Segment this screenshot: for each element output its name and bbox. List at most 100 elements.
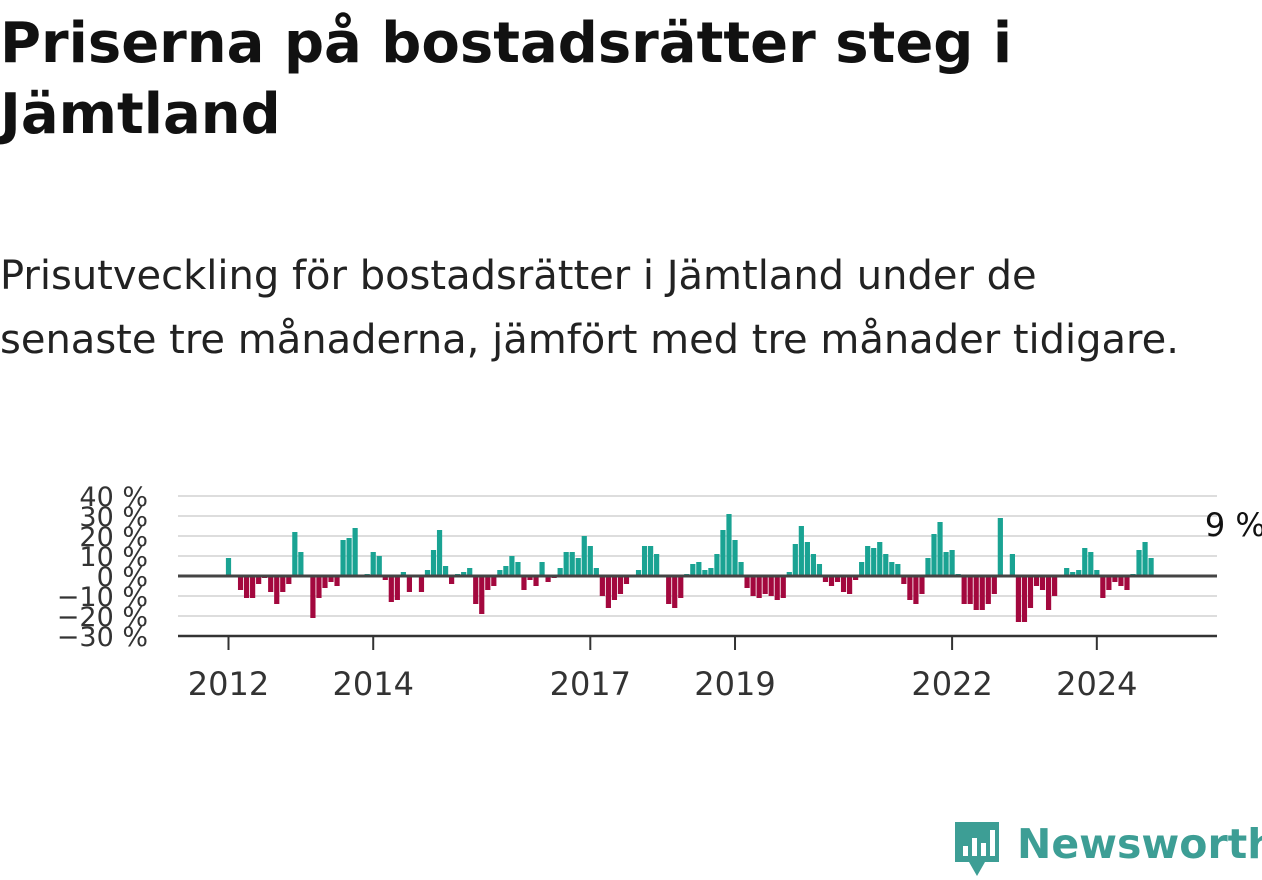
bar	[587, 546, 593, 576]
bar	[1142, 542, 1148, 576]
bar	[985, 576, 991, 604]
bar	[1070, 572, 1076, 576]
bar	[1045, 576, 1052, 610]
bar	[828, 576, 835, 586]
bar	[726, 514, 732, 576]
bar	[400, 572, 406, 576]
x-tick-label: 2012	[188, 665, 269, 703]
bar	[895, 564, 901, 576]
bar	[925, 558, 931, 576]
bar	[237, 576, 244, 590]
bar	[1009, 554, 1015, 576]
bar	[545, 576, 551, 582]
bar	[370, 552, 376, 576]
bar	[479, 576, 485, 614]
bar	[871, 548, 877, 576]
bar	[750, 576, 756, 596]
bar	[467, 568, 473, 576]
y-tick-label: −20 %	[57, 602, 148, 633]
bar	[907, 576, 913, 600]
bar	[798, 526, 804, 576]
bar	[280, 576, 286, 592]
y-tick-label: −30 %	[57, 622, 148, 653]
axes	[178, 574, 1217, 638]
bar	[611, 576, 618, 600]
bar	[286, 576, 292, 584]
bar	[708, 568, 714, 576]
bar	[1118, 576, 1124, 586]
bar	[1076, 570, 1082, 576]
bar	[563, 552, 569, 576]
bar	[702, 570, 708, 576]
bar	[491, 576, 497, 586]
y-tick-label: −10 %	[57, 582, 148, 613]
bar	[1100, 576, 1106, 598]
bar	[720, 530, 726, 576]
bar	[762, 576, 768, 594]
bar	[1082, 548, 1088, 576]
bar	[883, 554, 889, 576]
bar	[328, 576, 334, 582]
bar	[991, 576, 997, 594]
bar	[786, 572, 792, 576]
bar	[497, 570, 503, 576]
bar	[581, 536, 587, 576]
bar	[569, 552, 575, 576]
bar	[931, 534, 937, 576]
bar	[461, 572, 467, 576]
bar	[901, 576, 907, 584]
bar	[913, 576, 919, 604]
y-tick-label: 40 %	[79, 482, 148, 513]
bar	[1088, 552, 1094, 576]
bar	[1094, 570, 1100, 576]
bar	[418, 576, 425, 592]
bar	[937, 522, 943, 576]
y-grid	[178, 495, 1217, 617]
y-tick-label: 10 %	[79, 542, 148, 573]
bar	[973, 576, 979, 610]
bar	[774, 576, 780, 600]
bar	[352, 528, 358, 576]
bar	[792, 544, 798, 576]
bar	[436, 530, 443, 576]
bar	[648, 546, 654, 576]
x-tick-label: 2014	[333, 665, 414, 703]
bar	[756, 576, 762, 598]
bar	[382, 576, 388, 580]
bar	[268, 576, 274, 592]
bar	[961, 576, 967, 604]
x-tick-label: 2019	[694, 665, 775, 703]
bar	[442, 566, 449, 576]
bar	[1112, 576, 1118, 582]
bar	[822, 576, 829, 582]
y-tick-labels: 40 %30 %20 %10 %0 %−10 %−20 %−30 %	[57, 482, 148, 653]
bar	[509, 556, 515, 576]
bar	[250, 576, 256, 598]
bar	[376, 556, 382, 576]
bar	[949, 550, 955, 576]
x-tick-labels: 2012 2014 2017 2019 2022 2024	[188, 636, 1138, 703]
bar	[539, 562, 545, 576]
bar	[877, 542, 883, 576]
bar	[485, 576, 491, 590]
bar	[641, 546, 648, 576]
bar	[840, 576, 847, 592]
price-change-chart: 40 %30 %20 %10 %0 %−10 %−20 %−30 % 2012 2…	[57, 482, 1262, 703]
bar	[340, 540, 346, 576]
last-value-annotation: 9 %	[1205, 506, 1262, 544]
bar	[780, 576, 786, 598]
bar	[225, 558, 232, 576]
bar	[1021, 576, 1028, 622]
bar	[316, 576, 322, 598]
bar	[503, 566, 509, 576]
bar	[394, 576, 400, 600]
page-title: Priserna på bostadsrätter steg i Jämtlan…	[0, 11, 1013, 147]
bar	[865, 546, 871, 576]
bar	[599, 576, 605, 596]
bar	[346, 538, 352, 576]
bar	[1027, 576, 1034, 608]
bar	[810, 554, 817, 576]
bar	[738, 562, 744, 576]
bar	[654, 554, 660, 576]
bar	[1106, 576, 1112, 590]
